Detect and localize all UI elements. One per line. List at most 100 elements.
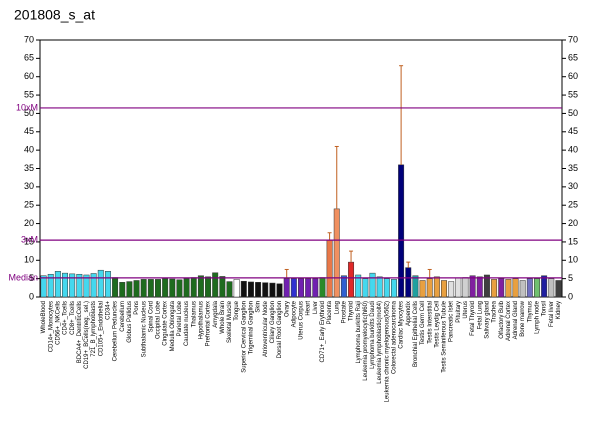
x-tick-label: Atrioventricular Node xyxy=(263,300,269,357)
bar xyxy=(169,278,176,298)
bar xyxy=(212,272,219,298)
y2-tick-label: 25 xyxy=(568,200,578,210)
y-tick-label: 45 xyxy=(24,126,34,136)
x-tick-label: Uterus xyxy=(463,301,469,319)
bar xyxy=(390,279,397,298)
bar xyxy=(362,278,369,298)
bar xyxy=(176,279,183,298)
chart-title: 201808_s_at xyxy=(14,7,95,23)
x-tick-label: Pancreatic Islet xyxy=(449,301,455,342)
x-tick-label: Cingulate Cortex xyxy=(163,301,169,346)
x-tick-label: Skeletal Muscle xyxy=(227,300,233,343)
x-tick-label: Lymph node xyxy=(535,300,541,333)
bar xyxy=(255,282,262,298)
bar xyxy=(419,280,426,298)
x-tick-label: Cerebellum Peduncles xyxy=(113,301,119,361)
x-tick-label: CD8+_Tcells xyxy=(70,301,76,335)
y-tick-label: 35 xyxy=(24,163,34,173)
y2-tick-label: 65 xyxy=(568,53,578,63)
x-tick-label: Heart xyxy=(306,301,312,316)
bar xyxy=(155,279,161,298)
x-tick-label: CD19+_BCells(neg._sel.) xyxy=(84,301,90,369)
x-tick-label: Salivary gland xyxy=(484,301,490,339)
x-tick-label: Testis Leydig Cell xyxy=(434,301,440,348)
bar xyxy=(312,278,319,298)
x-tick-label: Bone marrow xyxy=(520,300,526,336)
bar xyxy=(383,278,390,298)
bar xyxy=(290,278,297,298)
y-tick-label: 10 xyxy=(24,255,34,265)
x-tick-label: Colorectal adenocarcinoma xyxy=(392,300,398,374)
x-tick-label: Testis Interstitial xyxy=(427,301,433,344)
y2-tick-label: 15 xyxy=(568,236,578,246)
x-tick-label: Occipital Lobe xyxy=(156,300,162,339)
bar xyxy=(455,277,462,298)
y2-tick-label: 70 xyxy=(568,34,578,44)
y2-tick-label: 50 xyxy=(568,108,578,118)
x-tick-label: Liver xyxy=(313,301,319,314)
x-tick-label: Lymphoma burkitts Raji xyxy=(356,301,362,363)
y2-tick-label: 55 xyxy=(568,89,578,99)
x-tick-label: CD14+_Monocytes xyxy=(48,301,54,352)
reference-label: 3xM xyxy=(21,234,38,244)
x-tick-label: Leukemia chronic myelogenous(k562) xyxy=(384,301,390,402)
bar xyxy=(269,282,276,298)
bar xyxy=(555,280,562,298)
x-tick-label: Hypothalamus xyxy=(198,301,204,339)
y-tick-label: 5 xyxy=(29,273,34,283)
x-tick-label: Caudate nucleus xyxy=(184,301,190,346)
y-tick-label: 55 xyxy=(24,89,34,99)
x-tick-label: 721_B_lymphoblasts xyxy=(91,301,97,357)
x-tick-label: Thalamus xyxy=(191,301,197,327)
bar xyxy=(441,280,447,298)
bar xyxy=(469,275,476,298)
plot-frame xyxy=(39,39,563,298)
x-tick-label: Medulla Oblongata xyxy=(170,300,176,351)
bar xyxy=(376,276,383,298)
bar xyxy=(462,277,469,298)
x-tick-label: Prefrontal Cortex xyxy=(206,301,212,346)
x-tick-label: CD34+ xyxy=(106,301,112,320)
x-tick-label: Subthalamic Nucleus xyxy=(141,301,147,357)
bar xyxy=(498,278,505,298)
bar xyxy=(319,277,326,298)
y-tick-label: 0 xyxy=(29,291,34,301)
y2-tick-label: 30 xyxy=(568,181,578,191)
bar xyxy=(62,272,68,298)
x-tick-label: Ciliary Ganglion xyxy=(270,301,276,343)
x-tick-label: Bronchial Epithelial Cells xyxy=(413,301,419,367)
x-tick-label: CD71+_Early Erythroid xyxy=(320,301,326,363)
bar xyxy=(69,273,76,298)
reference-label: 10xM xyxy=(16,102,38,112)
bar xyxy=(541,275,548,298)
bar xyxy=(505,279,512,298)
y2-tick-label: 40 xyxy=(568,145,578,155)
bar xyxy=(112,277,119,298)
bar xyxy=(233,279,240,298)
bar xyxy=(40,275,47,298)
bar xyxy=(405,267,412,298)
x-tick-label: Kidney xyxy=(556,301,562,319)
bar xyxy=(104,271,111,298)
x-tick-label: CD105+_Endothelial xyxy=(98,301,104,356)
x-tick-label: Thymus xyxy=(527,301,533,322)
x-tick-label: Testis Seminiferous Tubule xyxy=(442,300,448,372)
x-tick-label: Trachea xyxy=(492,300,498,322)
bar xyxy=(526,278,533,298)
x-tick-label: Spinal Cord xyxy=(148,301,154,332)
bar xyxy=(205,276,212,298)
bar xyxy=(140,279,147,298)
bar xyxy=(433,276,440,298)
x-tick-label: Trigeminal Ganglion xyxy=(249,301,255,354)
y2-tick-label: 60 xyxy=(568,71,578,81)
bar xyxy=(162,278,169,298)
x-tick-label: Testis Germ Cell xyxy=(420,301,426,345)
x-tick-label: Skin xyxy=(256,301,262,313)
x-tick-label: Leukemia promyelocytic(hl60) xyxy=(363,301,369,381)
y-tick-label: 15 xyxy=(24,236,34,246)
bar xyxy=(54,271,61,298)
x-tick-label: Whole Brain xyxy=(220,301,226,334)
bar xyxy=(426,278,433,298)
x-tick-label: Adipocyte xyxy=(291,300,297,327)
x-tick-label: Cardiac Myocytes xyxy=(399,301,405,349)
